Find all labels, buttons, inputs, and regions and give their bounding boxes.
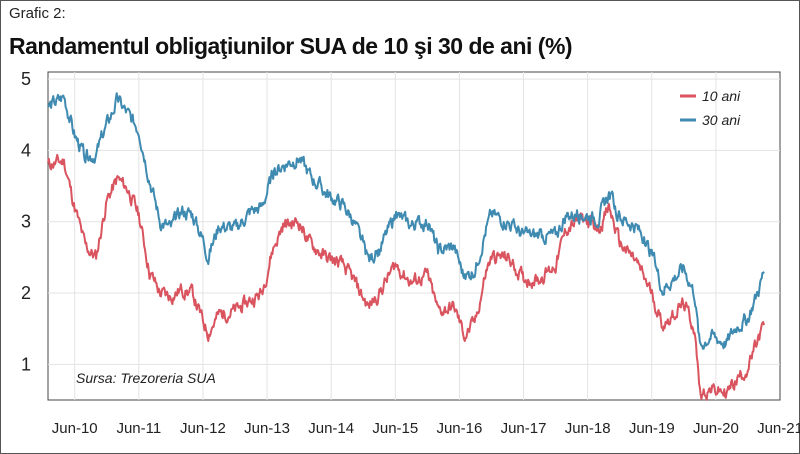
legend: 10 ani 30 ani xyxy=(680,88,741,128)
x-tick-label: Jun-18 xyxy=(565,420,611,437)
chart-title: Randamentul obligaţiunilor SUA de 10 şi … xyxy=(9,33,573,59)
y-tick-label: 4 xyxy=(21,140,31,160)
x-tick-label: Jun-14 xyxy=(308,420,354,437)
legend-label: 10 ani xyxy=(702,88,741,104)
legend-label: 30 ani xyxy=(702,112,741,128)
x-tick-label: Jun-13 xyxy=(244,420,290,437)
series-line-30y xyxy=(47,92,765,350)
x-tick-label: Jun-15 xyxy=(372,420,418,437)
series-line-10y xyxy=(47,153,765,401)
x-tick-label: Jun-12 xyxy=(180,420,226,437)
chart-number: Grafic 2: xyxy=(9,5,66,22)
series-lines xyxy=(47,92,765,401)
y-tick-label: 2 xyxy=(21,283,31,303)
x-tick-label: Jun-17 xyxy=(501,420,547,437)
x-tick-label: Jun-19 xyxy=(629,420,675,437)
x-tick-label: Jun-11 xyxy=(116,420,161,437)
y-tick-label: 5 xyxy=(21,69,31,89)
x-tick-label: Jun-10 xyxy=(52,420,98,437)
y-axis: 1 2 3 4 5 xyxy=(21,69,31,374)
y-tick-label: 3 xyxy=(21,212,31,232)
x-tick-label: Jun-21 xyxy=(757,420,800,437)
plot-area xyxy=(47,71,781,401)
x-tick-label: Jun-20 xyxy=(693,420,739,437)
x-axis: Jun-10 Jun-11 Jun-12 Jun-13 Jun-14 Jun-15 Jun-… xyxy=(52,420,800,437)
source-note: Sursa: Trezoreria SUA xyxy=(76,370,216,386)
x-tick-label: Jun-16 xyxy=(436,420,482,437)
y-tick-label: 1 xyxy=(21,354,31,374)
